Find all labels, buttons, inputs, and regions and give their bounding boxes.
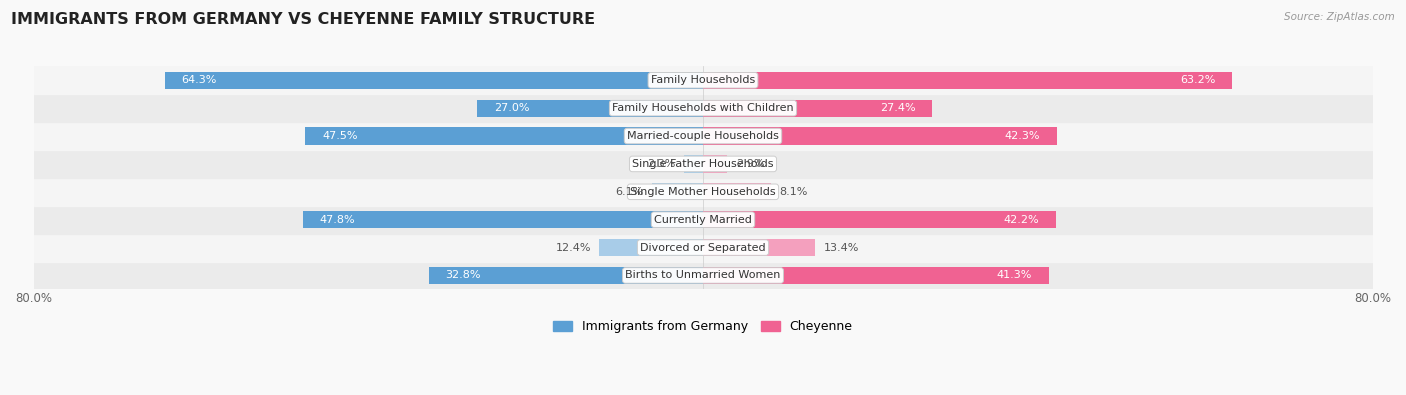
Text: 64.3%: 64.3% [181,75,217,85]
Bar [703,267,1049,284]
Text: Single Mother Households: Single Mother Households [630,187,776,197]
Bar [34,206,1372,233]
Bar [703,71,1232,89]
Text: 2.9%: 2.9% [735,159,763,169]
Bar [703,239,815,256]
Bar [703,155,727,173]
Text: Single Father Households: Single Father Households [633,159,773,169]
Bar [429,267,703,284]
Text: Births to Unmarried Women: Births to Unmarried Women [626,271,780,280]
Bar [652,183,703,200]
Text: 27.0%: 27.0% [494,103,529,113]
Bar [683,155,703,173]
Bar [703,128,1057,145]
Legend: Immigrants from Germany, Cheyenne: Immigrants from Germany, Cheyenne [548,316,858,339]
Bar [34,94,1372,122]
Bar [34,178,1372,206]
Text: 27.4%: 27.4% [880,103,915,113]
Text: Source: ZipAtlas.com: Source: ZipAtlas.com [1284,12,1395,22]
Bar [34,66,1372,94]
Text: 63.2%: 63.2% [1180,75,1215,85]
Text: 2.3%: 2.3% [647,159,675,169]
Text: 8.1%: 8.1% [779,187,807,197]
Text: 41.3%: 41.3% [997,271,1032,280]
Bar [477,100,703,117]
Text: Divorced or Separated: Divorced or Separated [640,243,766,252]
Text: Family Households with Children: Family Households with Children [612,103,794,113]
Text: 13.4%: 13.4% [824,243,859,252]
Bar [165,71,703,89]
Bar [34,233,1372,261]
Text: 6.1%: 6.1% [616,187,644,197]
Text: 47.5%: 47.5% [322,131,357,141]
Text: 12.4%: 12.4% [555,243,591,252]
Bar [599,239,703,256]
Bar [34,261,1372,290]
Text: 42.2%: 42.2% [1004,215,1039,225]
Bar [703,183,770,200]
Bar [34,150,1372,178]
Bar [302,211,703,228]
Text: 42.3%: 42.3% [1005,131,1040,141]
Text: 32.8%: 32.8% [446,271,481,280]
Text: Family Households: Family Households [651,75,755,85]
Bar [34,122,1372,150]
Bar [305,128,703,145]
Text: Married-couple Households: Married-couple Households [627,131,779,141]
Text: 47.8%: 47.8% [319,215,356,225]
Text: Currently Married: Currently Married [654,215,752,225]
Text: IMMIGRANTS FROM GERMANY VS CHEYENNE FAMILY STRUCTURE: IMMIGRANTS FROM GERMANY VS CHEYENNE FAMI… [11,12,595,27]
Bar [703,211,1056,228]
Bar [703,100,932,117]
